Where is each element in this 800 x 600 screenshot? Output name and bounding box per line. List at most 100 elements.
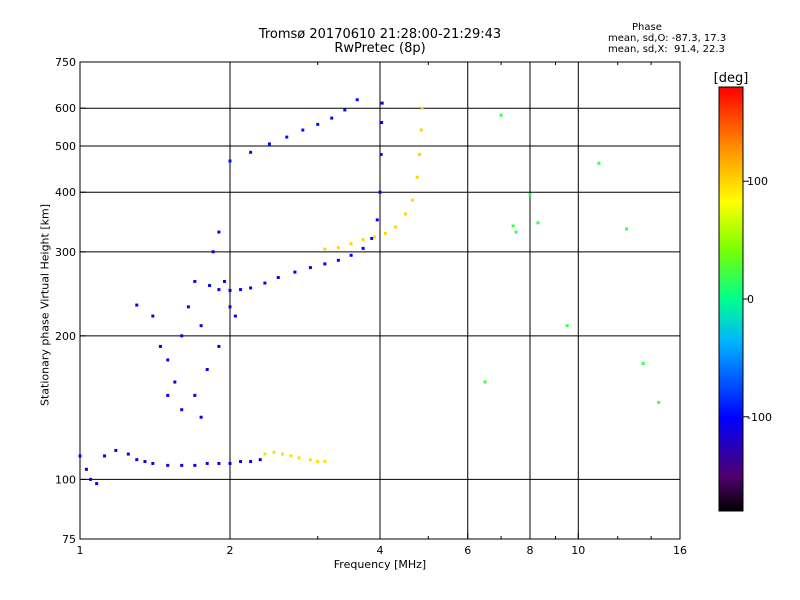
data-point	[316, 122, 320, 126]
data-point	[536, 221, 540, 225]
chart-subtitle: RwPretec (8p)	[334, 41, 426, 56]
data-point	[135, 458, 139, 462]
data-point	[205, 367, 209, 371]
data-point	[158, 344, 162, 348]
colorbar-tick-label: -100	[747, 411, 772, 424]
data-point	[419, 128, 423, 132]
data-point	[205, 461, 209, 465]
phase-stats-o-mode: mean, sd,O: -87.3, 17.3	[608, 33, 727, 44]
y-tick-label: 75	[62, 533, 76, 546]
data-point	[375, 218, 379, 222]
chart-title: Tromsø 20170610 21:28:00-21:29:43	[258, 27, 502, 42]
data-point	[263, 281, 267, 285]
data-point	[249, 286, 253, 290]
data-point	[528, 193, 532, 197]
data-point	[217, 344, 221, 348]
data-point	[281, 452, 285, 456]
data-point	[223, 279, 227, 283]
data-point	[249, 150, 253, 154]
data-point	[249, 460, 253, 464]
data-point	[95, 482, 99, 486]
data-point	[330, 116, 334, 120]
y-tick-label: 400	[55, 186, 76, 199]
data-point	[258, 458, 262, 462]
data-point	[239, 460, 243, 464]
colorbar-tick-label: 0	[747, 293, 754, 306]
x-tick-label: 6	[464, 544, 471, 557]
data-point	[272, 450, 276, 454]
data-point	[166, 463, 170, 467]
data-point	[336, 258, 340, 262]
x-tick-label: 1	[77, 544, 84, 557]
data-point	[373, 235, 377, 239]
data-point	[323, 262, 327, 266]
data-point	[228, 159, 232, 163]
data-point	[289, 454, 293, 458]
data-point	[199, 324, 203, 328]
y-axis-title: Stationary phase Virtual Height [km]	[38, 203, 52, 407]
data-point	[193, 279, 197, 283]
data-point	[208, 283, 212, 287]
x-tick-label: 2	[227, 544, 234, 557]
y-tick-label: 300	[55, 246, 76, 259]
data-point	[180, 463, 184, 467]
data-point	[126, 452, 130, 456]
data-point	[420, 106, 424, 110]
phase-stats-header: Phase	[632, 22, 662, 33]
x-tick-label: 10	[571, 544, 585, 557]
data-point	[323, 460, 327, 464]
data-point	[267, 142, 271, 146]
data-point	[135, 303, 139, 307]
data-point	[151, 461, 155, 465]
data-point	[394, 225, 398, 229]
data-point	[361, 238, 365, 242]
data-point	[511, 224, 515, 228]
data-point	[199, 415, 203, 419]
data-point	[217, 288, 221, 292]
data-point	[349, 242, 353, 246]
data-point	[180, 334, 184, 338]
data-point	[308, 458, 312, 462]
data-point	[193, 463, 197, 467]
data-point	[514, 230, 518, 234]
data-point	[370, 236, 374, 240]
y-tick-label: 750	[55, 56, 76, 69]
data-point	[597, 161, 601, 165]
x-tick-label: 16	[673, 544, 687, 557]
phase-stats-x-mode: mean, sd,X: 91.4, 22.3	[608, 44, 725, 55]
data-point	[84, 467, 88, 471]
y-tick-label: 600	[55, 102, 76, 115]
data-point	[297, 456, 301, 460]
data-point	[228, 288, 232, 292]
y-tick-label: 100	[55, 473, 76, 486]
data-point	[166, 393, 170, 397]
data-point	[217, 461, 221, 465]
data-point	[233, 314, 237, 318]
data-point	[186, 305, 190, 309]
data-point	[89, 477, 93, 481]
data-point	[361, 246, 365, 250]
data-point	[180, 408, 184, 412]
data-point	[378, 190, 382, 194]
data-point	[417, 152, 421, 156]
data-point	[239, 288, 243, 292]
data-point	[499, 113, 503, 117]
data-point	[323, 247, 327, 251]
data-point	[641, 361, 645, 365]
data-point	[78, 454, 82, 458]
data-point	[293, 270, 297, 274]
data-point	[276, 276, 280, 280]
data-point	[103, 454, 107, 458]
data-point	[193, 393, 197, 397]
data-point	[217, 230, 221, 234]
data-point	[411, 198, 415, 202]
colorbar-tick-label: 100	[747, 175, 768, 188]
data-point	[379, 152, 383, 156]
data-point	[483, 380, 487, 384]
data-point	[173, 380, 177, 384]
data-point	[625, 227, 629, 231]
data-point	[301, 128, 305, 132]
data-point	[228, 305, 232, 309]
data-point	[308, 266, 312, 270]
data-point	[228, 461, 232, 465]
